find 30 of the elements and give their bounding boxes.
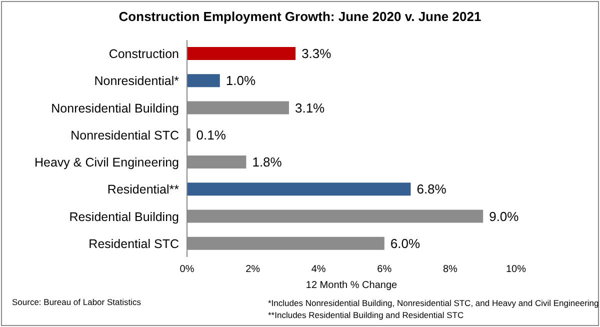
data-label: 3.1% xyxy=(294,100,326,116)
x-tick-label: 8% xyxy=(442,264,458,276)
data-label: 6.8% xyxy=(416,182,447,197)
bar xyxy=(187,74,220,88)
x-tick-label: 6% xyxy=(377,264,392,276)
data-label: 1.8% xyxy=(252,154,282,170)
x-tick-label: 2% xyxy=(246,264,260,276)
data-label: 1.0% xyxy=(226,73,256,88)
x-tick-label: 0% xyxy=(180,264,194,276)
y-tick-label: Nonresidential Building xyxy=(51,101,180,116)
text: *Includes Nonresidential Building, Nonresidential STC, and Heavy and Civil Engineering xyxy=(268,297,599,309)
chart-title: Construction Employment Growth: June 2020 v. June 2021 xyxy=(118,9,482,24)
data-label: 0.1% xyxy=(196,127,226,142)
bar xyxy=(187,47,296,60)
data-label: 9.0% xyxy=(489,208,520,224)
source-note: Source: Bureau of Labor Statistics xyxy=(12,297,141,307)
x-tick-label: 10% xyxy=(506,264,526,276)
data-label: 6.0% xyxy=(390,236,420,251)
bar xyxy=(187,182,411,196)
y-tick-label: Nonresidential STC xyxy=(70,128,179,142)
text: **Includes Residential Building and Residential STC xyxy=(268,309,465,321)
x-axis-title: 12 Month % Change xyxy=(304,280,398,291)
y-tick-label: Nonresidential* xyxy=(94,74,180,88)
y-tick-label: Residential** xyxy=(107,182,180,197)
y-tick-label: Residential Building xyxy=(69,210,180,224)
y-tick-label: Construction xyxy=(108,47,180,61)
y-tick-label: Heavy & Civil Engineering xyxy=(34,156,180,170)
data-label: 3.3% xyxy=(302,46,332,62)
y-tick-label: Residential STC xyxy=(88,236,179,251)
x-tick-label: 4% xyxy=(311,264,326,276)
